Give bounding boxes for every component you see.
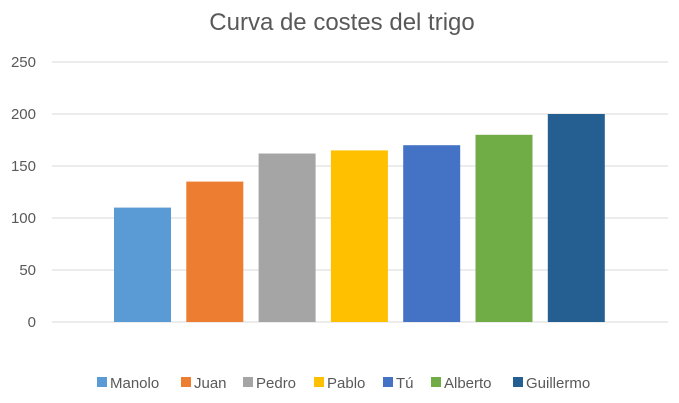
bar-guillermo <box>547 114 605 322</box>
y-axis-ticks: 0 50 100 150 200 250 <box>11 54 36 331</box>
legend-label: Pedro <box>256 375 296 392</box>
bar-pablo <box>330 150 388 322</box>
legend: Manolo Juan Pedro Pablo Tú Alberto Guillermo <box>97 375 590 392</box>
legend-swatch <box>431 377 441 387</box>
legend-swatch <box>97 377 107 387</box>
legend-swatch <box>513 377 523 387</box>
bar-juan <box>186 181 244 322</box>
legend-label: Guillermo <box>526 375 590 392</box>
chart-title: Curva de costes del trigo <box>209 9 474 36</box>
bars <box>114 114 605 322</box>
legend-swatch <box>243 377 253 387</box>
legend-label: Tú <box>396 375 414 392</box>
y-tick-label: 0 <box>28 314 36 331</box>
bar-manolo <box>114 207 171 322</box>
bar-alberto <box>475 134 533 322</box>
legend-swatch <box>383 377 393 387</box>
legend-label: Juan <box>194 375 227 392</box>
legend-swatch <box>181 377 191 387</box>
legend-swatch <box>314 377 324 387</box>
legend-label: Manolo <box>110 375 159 392</box>
y-tick-label: 200 <box>11 106 36 123</box>
bar-tú <box>403 145 461 322</box>
legend-label: Pablo <box>327 375 365 392</box>
legend-label: Alberto <box>444 375 492 392</box>
y-tick-label: 250 <box>11 54 36 71</box>
y-tick-label: 100 <box>11 210 36 227</box>
y-tick-label: 50 <box>19 262 36 279</box>
bar-pedro <box>258 153 316 322</box>
y-tick-label: 150 <box>11 158 36 175</box>
